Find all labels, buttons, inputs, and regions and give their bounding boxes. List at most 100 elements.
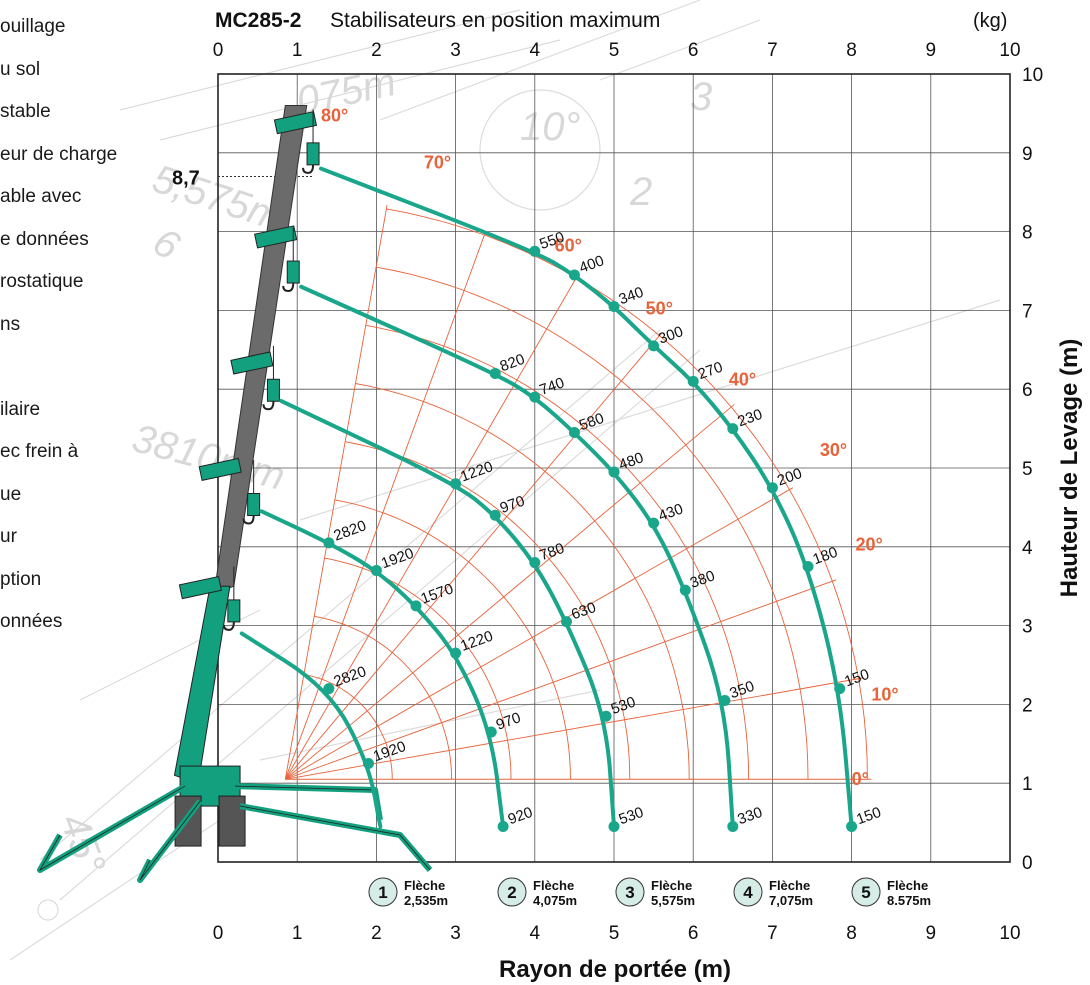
angle-line <box>284 274 579 780</box>
angle-label: 40° <box>729 369 756 389</box>
spec-list-item: ur <box>0 526 17 547</box>
x-tick-bottom: 10 <box>999 923 1020 944</box>
angle-label: 20° <box>856 535 883 555</box>
load-label: 330 <box>735 804 764 829</box>
angle-line <box>285 579 837 780</box>
spec-list-item: onnées <box>0 611 63 632</box>
load-point <box>568 427 580 439</box>
angle-line <box>284 332 663 780</box>
spec-list-item: ue <box>0 483 22 505</box>
y-tick: 0 <box>1022 853 1033 874</box>
outrigger-outline <box>240 805 431 871</box>
load-label: 2820 <box>331 663 368 690</box>
load-point <box>362 758 374 769</box>
hook-icon <box>282 283 295 293</box>
boom-label: Flèche <box>769 878 810 893</box>
angle-line <box>285 677 863 780</box>
watermark-line <box>259 689 601 761</box>
spec-list-item: e données <box>0 228 89 250</box>
y-tick: 7 <box>1022 301 1033 322</box>
outrigger-outline <box>38 785 186 872</box>
x-tick-bottom: 5 <box>609 923 620 944</box>
load-label: 230 <box>735 406 764 431</box>
y-tick: 9 <box>1022 144 1033 165</box>
load-point <box>608 466 620 478</box>
hook-block <box>227 599 241 623</box>
angle-lines: 0° 10° 20° 30° 40° 50° 60° 70° 80° <box>284 105 899 789</box>
load-label: 380 <box>688 567 717 592</box>
boom-section-clamp <box>198 457 242 481</box>
hook-icon <box>222 621 235 631</box>
boom-section-clamp <box>254 225 298 249</box>
x-tick-top: 7 <box>767 40 778 61</box>
boom-badge <box>615 877 645 907</box>
watermark-text: 3 <box>690 75 712 119</box>
spec-list-item: ns <box>0 313 21 335</box>
y-tick: 5 <box>1022 459 1033 480</box>
load-label: 1220 <box>458 628 495 655</box>
load-point <box>846 821 858 833</box>
load-point <box>323 537 335 549</box>
load-point <box>489 509 501 521</box>
load-label: 2820 <box>331 517 368 544</box>
x-tick-top: 5 <box>609 40 620 61</box>
hook-icon <box>302 164 315 174</box>
load-label: 400 <box>577 252 606 277</box>
spec-list-item: ilaire <box>0 398 41 420</box>
watermark-text: 10° <box>520 105 581 149</box>
load-point <box>489 367 501 379</box>
load-point <box>600 710 612 722</box>
spec-list-item: ec frein à <box>0 441 79 462</box>
boom-section-clamp <box>230 351 274 375</box>
boom-number: 4 <box>743 883 753 902</box>
load-point <box>529 557 541 569</box>
x-tick-bottom: 7 <box>767 923 778 944</box>
y-tick: 10 <box>1022 65 1043 86</box>
load-point <box>648 340 660 352</box>
load-label: 820 <box>498 351 527 376</box>
load-point <box>560 616 572 628</box>
boom-label: Flèche <box>651 878 692 893</box>
radius-arc <box>376 266 809 780</box>
boom-label: Flèche <box>404 878 445 893</box>
spec-list-item: ption <box>0 568 42 590</box>
watermark-circle <box>479 89 601 211</box>
load-label: 780 <box>537 540 566 565</box>
radius-arc <box>365 324 750 780</box>
load-point <box>834 683 846 695</box>
load-label: 180 <box>811 544 840 569</box>
watermark-line <box>599 19 761 81</box>
watermark-line <box>79 609 261 701</box>
boom-badge <box>368 877 398 907</box>
boom <box>213 105 308 595</box>
x-tick-top: 10 <box>999 40 1020 61</box>
load-curves <box>239 166 858 833</box>
chart-title-bold: MC285-2 <box>215 9 301 32</box>
boom-badge <box>733 877 763 907</box>
watermark-line <box>159 39 561 141</box>
x-axis-label: Rayon de portée (m) <box>499 956 731 983</box>
boom-label: Flèche <box>887 878 928 893</box>
y-tick: 4 <box>1022 538 1033 559</box>
load-label: 150 <box>854 804 883 829</box>
radius-arc <box>334 499 571 780</box>
radius-arc <box>386 208 868 780</box>
x-tick-top: 0 <box>213 40 224 61</box>
unit-label: (kg) <box>973 10 1007 32</box>
y-tick: 3 <box>1022 617 1033 638</box>
load-point <box>802 561 814 572</box>
hook-block <box>306 142 320 166</box>
outrigger-outline <box>139 800 201 881</box>
load-label: 430 <box>656 500 685 525</box>
hook-icon <box>242 515 255 525</box>
angle-label: 10° <box>871 684 898 704</box>
load-point <box>450 478 462 490</box>
x-tick-bottom: 0 <box>213 923 224 944</box>
boom-length: 4,075m <box>533 893 577 908</box>
boom-number: 3 <box>625 883 634 902</box>
chart-labels: 1920282092097012201570192028205305306307… <box>172 9 1083 983</box>
load-label: 970 <box>494 709 523 734</box>
angle-line <box>285 487 794 780</box>
boom-section-clamp <box>178 575 223 600</box>
